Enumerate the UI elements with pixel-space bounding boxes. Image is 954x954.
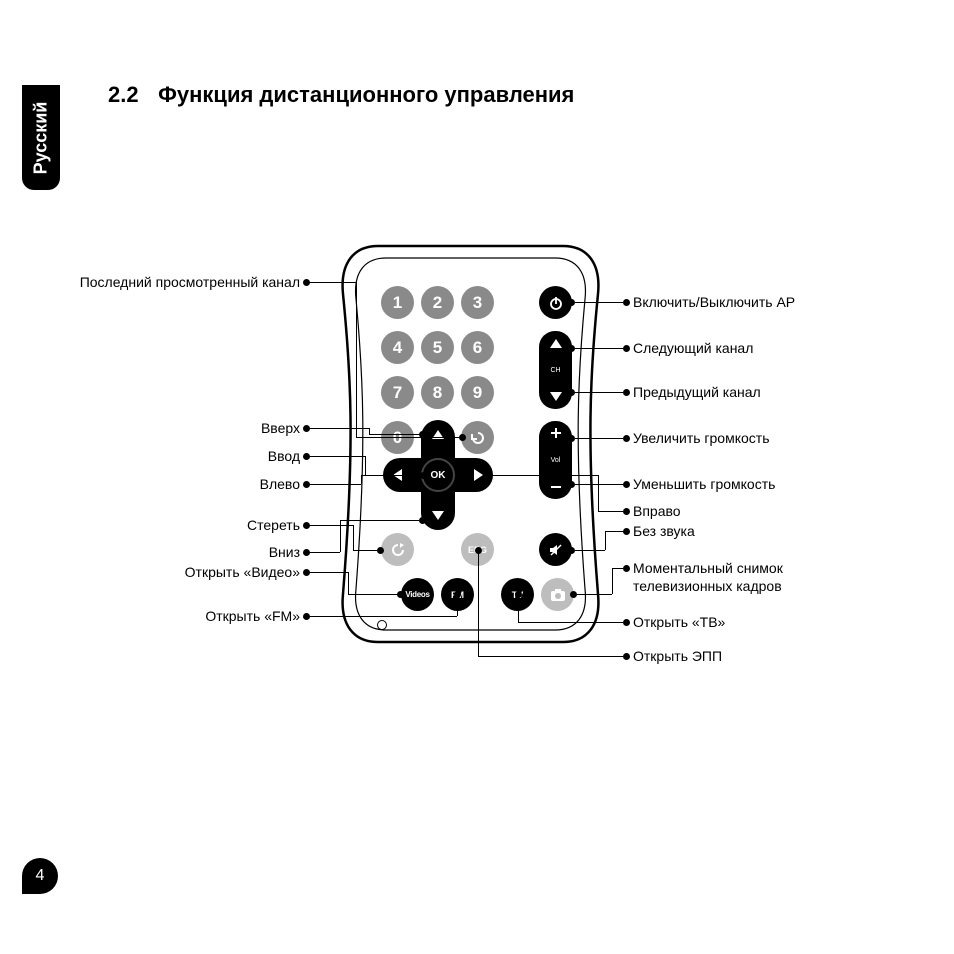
digit-7-button[interactable]: 7 <box>381 376 414 409</box>
callout-right: Вправо <box>633 503 681 519</box>
callout-last-channel: Последний просмотренный канал <box>75 274 300 290</box>
digit-1-button[interactable]: 1 <box>381 286 414 319</box>
back-arrow-icon <box>389 541 407 559</box>
callout-epg: Открыть ЭПП <box>633 648 722 664</box>
led-indicator <box>377 620 387 630</box>
channel-up-icon <box>550 339 562 348</box>
dpad-down-icon <box>432 511 444 520</box>
volume-up-icon <box>550 427 562 439</box>
digit-4-button[interactable]: 4 <box>381 331 414 364</box>
callout-power: Включить/Выключить AP <box>633 294 795 310</box>
volume-rocker[interactable]: Vol <box>539 421 572 499</box>
callout-fm: Открыть «FM» <box>155 608 300 624</box>
power-icon <box>548 295 564 311</box>
callout-vol-up: Увеличить громкость <box>633 430 770 446</box>
volume-down-icon <box>550 481 562 493</box>
channel-down-icon <box>550 392 562 401</box>
digit-9-button[interactable]: 9 <box>461 376 494 409</box>
channel-rocker[interactable]: CH <box>539 331 572 409</box>
callout-next-channel: Следующий канал <box>633 340 753 356</box>
callout-prev-channel: Предыдущий канал <box>633 384 761 400</box>
callout-down: Вниз <box>200 544 300 560</box>
callout-up: Вверх <box>200 420 300 436</box>
digit-3-button[interactable]: 3 <box>461 286 494 319</box>
mute-icon <box>547 541 565 559</box>
callout-left: Влево <box>200 476 300 492</box>
callout-enter: Ввод <box>200 448 300 464</box>
channel-label: CH <box>550 367 560 374</box>
camera-icon <box>549 586 567 604</box>
digit-2-button[interactable]: 2 <box>421 286 454 319</box>
callout-mute: Без звука <box>633 523 695 539</box>
callout-vol-down: Уменьшить громкость <box>633 476 775 492</box>
callout-videos: Открыть «Видео» <box>155 564 300 580</box>
callout-snapshot: Моментальный снимок телевизионных кадров <box>633 560 833 595</box>
digit-6-button[interactable]: 6 <box>461 331 494 364</box>
digit-8-button[interactable]: 8 <box>421 376 454 409</box>
callout-tv: Открыть «ТВ» <box>633 614 725 630</box>
videos-button[interactable]: Videos <box>401 578 434 611</box>
volume-label: Vol <box>551 457 561 464</box>
remote-diagram: 1 2 3 4 5 6 7 8 9 0 CH Vol OK EPG <box>0 0 954 954</box>
erase-button[interactable] <box>381 533 414 566</box>
callout-erase: Стереть <box>200 517 300 533</box>
dpad-right-icon <box>474 469 483 481</box>
digit-5-button[interactable]: 5 <box>421 331 454 364</box>
